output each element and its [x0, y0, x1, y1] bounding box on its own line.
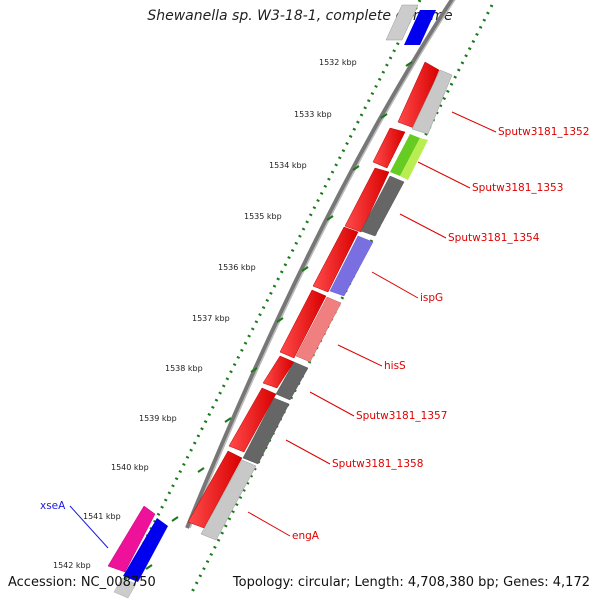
- gene-darkgray-1354: [360, 175, 405, 237]
- gene-magenta-xseA: [107, 505, 156, 573]
- gene-red-8: [187, 450, 243, 529]
- gene-label: engA: [292, 530, 320, 542]
- gene-gray-engA: [200, 459, 257, 541]
- gene-label: Sputw3181_1354: [448, 232, 540, 244]
- tick-label: 1535 kbp: [244, 212, 282, 221]
- gene-label: Sputw3181_1352: [498, 126, 589, 138]
- tick-mark: [197, 467, 205, 473]
- gene-darkgray-1358: [242, 397, 290, 465]
- tick-mark: [276, 317, 284, 323]
- tick-mark: [301, 266, 309, 272]
- gene-label: xseA: [40, 500, 66, 512]
- gene-leader-line: [371, 271, 419, 299]
- tick-mark: [380, 113, 388, 119]
- gene-red-7: [228, 387, 277, 453]
- tick-label: 1537 kbp: [192, 314, 230, 323]
- gene-labels: Sputw3181_1352 Sputw3181_1353 Sputw3181_13…: [40, 111, 589, 549]
- tick-label: 1541 kbp: [83, 512, 121, 521]
- gene-leader-line: [337, 344, 383, 367]
- tick-mark: [405, 61, 413, 67]
- tick-label: 1540 kbp: [111, 463, 149, 472]
- map-title: Shewanella sp. W3-18-1, complete genome: [147, 8, 453, 24]
- gene-top-blue: [404, 10, 436, 45]
- gene-leader-line: [309, 391, 355, 417]
- gene-red-6: [262, 355, 295, 389]
- gene-top-gray: [385, 4, 419, 41]
- tick-label: 1542 kbp: [53, 561, 91, 570]
- gene-green-1353-light: [400, 138, 428, 180]
- tick-label: 1533 kbp: [294, 110, 332, 119]
- tick-label: 1538 kbp: [165, 364, 203, 373]
- tick-mark: [352, 165, 360, 171]
- tick-mark: [326, 215, 334, 221]
- gene-gray-1352: [411, 69, 453, 135]
- tick-label: 1536 kbp: [218, 263, 256, 272]
- gene-gray-bottom: [113, 577, 137, 599]
- gene-label: Sputw3181_1353: [472, 182, 563, 194]
- gene-leader-line: [69, 505, 109, 549]
- gene-red-4: [312, 226, 359, 293]
- gene-red-3: [344, 167, 390, 233]
- gene-blue-bottom: [123, 518, 168, 582]
- gene-label: Sputw3181_1357: [356, 410, 447, 422]
- gene-leader-line: [247, 511, 291, 537]
- tick-mark: [224, 417, 232, 423]
- inner-dotted-ring: [118, 0, 422, 591]
- gene-pink-hisS: [295, 296, 342, 363]
- gene-label: ispG: [420, 292, 443, 304]
- gene-leader-line: [399, 213, 447, 239]
- tick-mark: [145, 564, 153, 570]
- gene-leader-line: [417, 161, 471, 189]
- gene-red-5: [279, 289, 327, 359]
- tick-labels: 1532 kbp 1533 kbp 1534 kbp 1535 kbp 1536 kbp…: [53, 58, 413, 570]
- gene-label: hisS: [384, 360, 406, 372]
- gene-label: Sputw3181_1358: [332, 458, 423, 470]
- gene-purple-ispG: [329, 235, 374, 297]
- genome-backbone-shadow: [189, 0, 456, 529]
- gene-green-1353: [390, 134, 420, 176]
- tick-label: 1534 kbp: [269, 161, 307, 170]
- gene-red-2: [372, 127, 406, 169]
- gene-darkgray-1357: [275, 361, 309, 401]
- tick-mark: [171, 516, 179, 522]
- tick-mark: [250, 367, 258, 373]
- gene-leader-line: [285, 439, 331, 465]
- tick-label: 1532 kbp: [319, 58, 357, 67]
- genome-stats-text: Topology: circular; Length: 4,708,380 bp…: [232, 575, 590, 590]
- genome-backbone: [185, 0, 455, 529]
- gene-leader-line: [451, 111, 497, 133]
- outer-dotted-ring: [188, 4, 494, 597]
- accession-text: Accession: NC_008750: [8, 575, 156, 590]
- tick-label: 1539 kbp: [139, 414, 177, 423]
